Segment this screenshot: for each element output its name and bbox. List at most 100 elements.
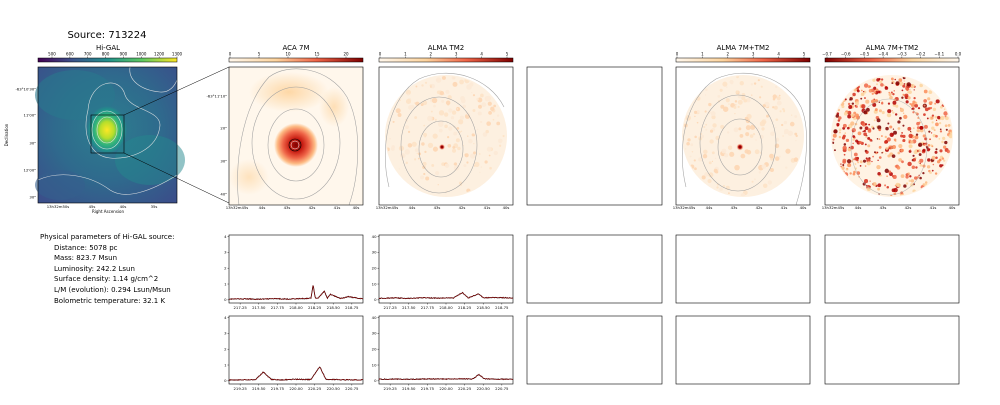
- noise-speckle: [472, 108, 476, 112]
- noise-speckle: [852, 135, 855, 138]
- noise-speckle: [481, 102, 487, 108]
- noise-speckle: [766, 114, 770, 118]
- noise-speckle: [938, 122, 942, 125]
- xtick-label: 217.75: [271, 305, 285, 310]
- noise-speckle: [879, 80, 883, 84]
- noise-speckle: [684, 148, 687, 150]
- noise-speckle: [420, 103, 424, 107]
- noise-speckle: [776, 100, 782, 106]
- noise-speckle: [738, 127, 742, 131]
- xtick-label: 220.50: [477, 386, 491, 391]
- noise-speckle: [854, 163, 857, 165]
- colorbar-tick-label: 1200: [154, 52, 165, 57]
- alma7mtm2-panel: ALMA 7M+TM2 0 1 2 3 4 5 13h32m45s 44s 43s 42s 41s…: [673, 44, 811, 210]
- noise-speckle: [907, 96, 911, 100]
- noise-speckle: [947, 123, 951, 127]
- noise-speckle: [769, 168, 774, 173]
- noise-speckle: [833, 149, 836, 152]
- higal-ylabel: Declination: [4, 123, 9, 146]
- zoom-xtick-label: 40s: [800, 205, 807, 210]
- noise-speckle: [772, 94, 777, 99]
- noise-speckle: [704, 172, 709, 177]
- noise-speckle: [913, 89, 915, 91]
- noise-speckle: [876, 151, 879, 154]
- noise-speckle: [858, 171, 860, 174]
- noise-speckle: [878, 128, 881, 132]
- noise-speckle: [881, 151, 883, 154]
- noise-speckle: [728, 192, 730, 194]
- noise-speckle: [447, 143, 452, 148]
- colorbar-tick-label: 600: [66, 52, 74, 57]
- noise-speckle: [389, 137, 392, 140]
- parameter-evolution: L/M (evolution): 0.294 Lsun/Msun: [54, 285, 171, 294]
- noise-speckle: [711, 151, 715, 155]
- zoom-ytick-label: 40": [220, 192, 227, 197]
- noise-speckle: [775, 126, 777, 128]
- noise-speckle: [843, 143, 847, 146]
- noise-speckle: [939, 164, 943, 168]
- zoom-region-box: [90, 114, 125, 154]
- colorbar-tick-label: −0.6: [841, 52, 851, 57]
- xtick-label: 217.50: [252, 305, 266, 310]
- noise-speckle: [793, 157, 799, 162]
- noise-speckle: [480, 93, 484, 98]
- colorbar-tick-label: 5: [258, 52, 261, 57]
- noise-speckle: [863, 132, 867, 136]
- noise-speckle: [460, 130, 463, 133]
- higal-xlabel: Right Ascension: [92, 209, 124, 214]
- noise-speckle: [456, 127, 460, 130]
- xtick-label: 220.25: [458, 386, 472, 391]
- noise-speckle: [859, 160, 863, 164]
- noise-speckle: [889, 125, 893, 129]
- noise-speckle: [876, 118, 881, 123]
- noise-speckle: [922, 134, 926, 138]
- noise-speckle: [778, 155, 781, 158]
- noise-speckle: [856, 89, 860, 93]
- parameter-mass: Mass: 823.7 Msun: [54, 254, 118, 263]
- noise-speckle: [877, 172, 881, 176]
- noise-speckle: [908, 144, 912, 148]
- noise-speckle: [934, 115, 938, 119]
- noise-speckle: [894, 113, 898, 116]
- higal-axis-ticks: -63°10'30" 11'00" 30" 12'00" 30" 13h32m50s 45s…: [15, 87, 157, 210]
- noise-speckle: [935, 134, 938, 138]
- xtick-label: 220.75: [495, 386, 509, 391]
- noise-speckle: [436, 90, 441, 95]
- ytick-label: 20: [372, 347, 377, 352]
- noise-speckle: [794, 115, 798, 118]
- noise-speckle: [772, 106, 775, 109]
- ytick-label: 30: [372, 331, 377, 336]
- noise-speckle: [455, 138, 460, 143]
- noise-speckle: [745, 132, 750, 137]
- noise-speckle: [456, 108, 459, 110]
- xtick-label: 219.25: [384, 386, 398, 391]
- noise-speckle: [892, 111, 895, 114]
- noise-speckle: [846, 159, 852, 164]
- noise-speckle: [836, 122, 840, 127]
- noise-speckle: [910, 140, 914, 144]
- spectrum-line: [228, 366, 364, 381]
- noise-speckle: [433, 104, 436, 108]
- noise-speckle: [479, 171, 481, 174]
- higal-source-emission: [87, 106, 127, 154]
- noise-speckle: [935, 119, 938, 121]
- noise-speckle: [843, 111, 848, 116]
- noise-speckle: [923, 143, 926, 147]
- noise-speckle: [712, 123, 717, 128]
- colorbar-tick-label: 2: [430, 52, 433, 57]
- empty-spectrum-panel: [675, 234, 811, 304]
- noise-speckle: [903, 80, 905, 82]
- noise-speckle: [774, 143, 780, 149]
- noise-speckle: [917, 107, 921, 110]
- higal-xtick-label: 40s: [120, 204, 127, 209]
- noise-speckle: [906, 82, 911, 87]
- noise-speckle: [905, 182, 909, 185]
- noise-speckle: [707, 178, 712, 184]
- noise-speckle: [905, 100, 909, 104]
- noise-speckle: [432, 133, 438, 139]
- noise-speckle: [845, 138, 850, 142]
- noise-speckle: [480, 166, 483, 168]
- colorbar-tick-label: −0.5: [860, 52, 870, 57]
- noise-speckle: [902, 124, 905, 127]
- ytick-label: 4: [224, 234, 227, 239]
